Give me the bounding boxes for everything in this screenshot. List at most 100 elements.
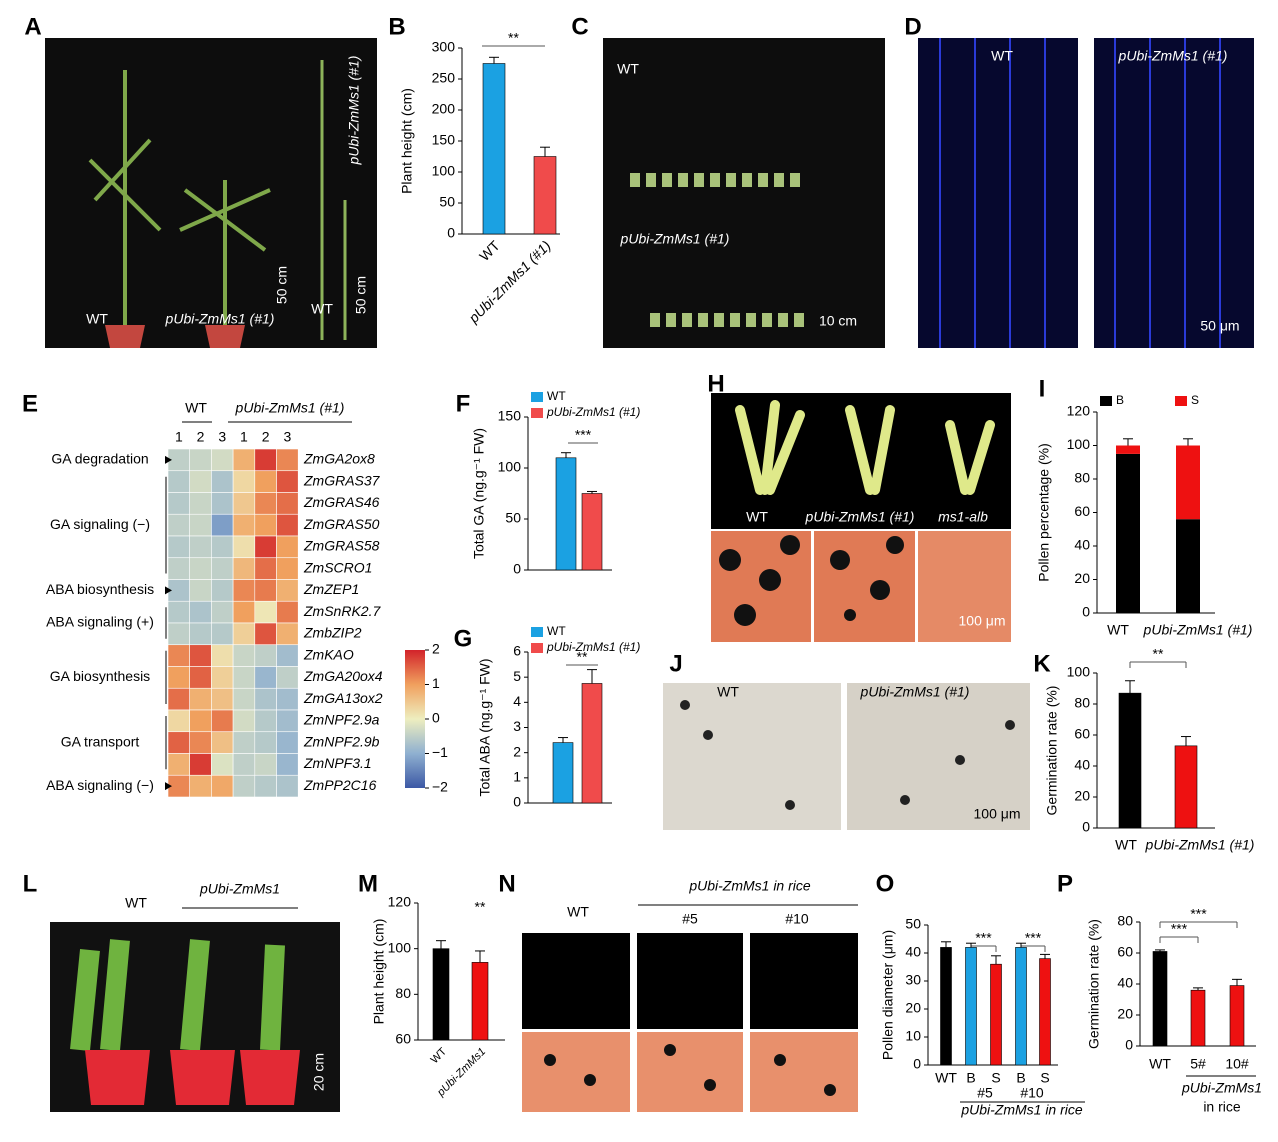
- heatmap-cell: [232, 470, 256, 493]
- bar: [581, 493, 603, 571]
- heatmap-cell: [254, 644, 277, 667]
- row-label: ZmPP2C16: [303, 777, 377, 793]
- heatmap-cell: [211, 600, 234, 624]
- y-axis-label: Plant height (cm): [399, 88, 415, 194]
- y-axis-label: Pollen percentage (%): [1036, 443, 1052, 582]
- heatmap-cell: [167, 666, 191, 689]
- photo: [522, 1032, 630, 1112]
- colorbar-label: 2: [432, 641, 440, 657]
- x-tick-label: WT: [476, 237, 503, 264]
- panel-letter: J: [669, 650, 682, 677]
- heatmap-cell: [167, 470, 191, 493]
- photo-label: #5: [682, 911, 698, 927]
- photo-label: WT: [125, 895, 147, 911]
- bar-segment: [1116, 445, 1140, 454]
- colorbar-label: 0: [432, 710, 440, 726]
- row-label: ZmGRAS50: [303, 516, 380, 532]
- x-tick-label: WT: [1149, 1056, 1171, 1072]
- bar: [432, 948, 450, 1041]
- x-group-label: #10: [1020, 1085, 1044, 1101]
- heatmap-cell: [254, 470, 277, 493]
- y-tick-label: 6: [513, 643, 521, 659]
- x-tick-label: WT: [429, 1045, 450, 1066]
- heatmap-cell: [189, 557, 212, 580]
- y-tick-label: 80: [1117, 913, 1133, 929]
- panel-letter: D: [904, 13, 921, 40]
- y-tick-label: 80: [395, 985, 411, 1001]
- legend-label: S: [1191, 393, 1199, 407]
- photo-label: WT: [567, 904, 589, 920]
- row-label: ZmGRAS46: [303, 494, 380, 510]
- heatmap-cell: [232, 644, 256, 667]
- photo-label: 100 μm: [974, 806, 1021, 822]
- row-group-label: GA degradation: [51, 451, 148, 467]
- significance-label: **: [577, 649, 588, 665]
- rice: [70, 939, 285, 1051]
- panel-letter: C: [571, 13, 588, 40]
- column-label: 1: [175, 429, 183, 445]
- heatmap-cell: [276, 622, 299, 646]
- y-tick-label: 60: [1117, 944, 1133, 960]
- heatmap-cell: [189, 687, 212, 711]
- significance-label: ***: [975, 930, 992, 946]
- legend-swatch: [1100, 396, 1112, 406]
- x-tick-label: B: [966, 1070, 975, 1086]
- heatmap-cell: [254, 492, 277, 515]
- photo-label: pUbi-ZmMs1 (#1): [620, 231, 730, 247]
- heatmap-cell: [167, 731, 191, 754]
- photo-label: #10: [785, 911, 809, 927]
- row-group-label: ABA signaling (−): [46, 777, 154, 793]
- heatmap-cell: [167, 535, 191, 559]
- heatmap-cell: [276, 579, 299, 602]
- plant: [320, 60, 347, 340]
- heatmap-cell: [254, 513, 277, 537]
- y-tick-label: 0: [1125, 1037, 1133, 1053]
- x-group-label: #5: [977, 1085, 993, 1101]
- row-group-label: ABA biosynthesis: [46, 581, 154, 597]
- photo-label: pUbi-ZmMs1 (#1): [1118, 48, 1228, 64]
- photo-label: WT: [86, 311, 108, 327]
- photo-label: WT: [717, 684, 739, 700]
- y-tick-label: 0: [1082, 819, 1090, 835]
- heatmap-cell: [211, 579, 234, 602]
- bar: [555, 457, 577, 571]
- x-tick-label: 5#: [1190, 1056, 1206, 1072]
- significance-label: **: [1153, 646, 1164, 662]
- heatmap-cell: [232, 666, 256, 689]
- heatmap-cell: [276, 470, 299, 493]
- column-label: 3: [283, 429, 291, 445]
- heatmap-cell: [189, 709, 212, 733]
- row-group-label: GA transport: [61, 733, 140, 749]
- x-note: pUbi-ZmMs1: [1181, 1080, 1262, 1096]
- heatmap-cell: [211, 709, 234, 733]
- y-tick-label: 50: [439, 194, 455, 210]
- y-tick-label: 30: [905, 972, 921, 988]
- heatmap-cell: [276, 492, 299, 515]
- y-tick-label: 200: [432, 101, 456, 117]
- heatmap-cell: [254, 579, 277, 602]
- panel-letter: L: [23, 870, 38, 897]
- column-group-label: WT: [185, 400, 207, 416]
- y-tick-label: 150: [432, 132, 456, 148]
- y-tick-label: 40: [1074, 537, 1090, 553]
- legend-label: WT: [547, 624, 566, 638]
- heatmap-cell: [167, 709, 191, 733]
- heatmap-cell: [254, 687, 277, 711]
- heatmap-cell: [276, 513, 299, 537]
- colorbar-label: 1: [432, 675, 440, 691]
- panel-letter: P: [1057, 870, 1073, 897]
- x-tick-label: B: [1016, 1070, 1025, 1086]
- legend-swatch: [531, 643, 543, 653]
- heatmap-cell: [232, 709, 256, 733]
- row-label: ZmGA20ox4: [303, 668, 383, 684]
- heatmap-cell: [189, 753, 212, 776]
- y-tick-label: 0: [513, 794, 521, 810]
- heatmap-cell: [276, 666, 299, 689]
- photo-label: pUbi-ZmMs1: [199, 881, 280, 897]
- heatmap-cell: [189, 600, 212, 624]
- bar-segment: [1176, 445, 1200, 520]
- photo: [663, 683, 841, 830]
- y-tick-label: 0: [1082, 604, 1090, 620]
- y-axis-label: Germination rate (%): [1086, 919, 1102, 1049]
